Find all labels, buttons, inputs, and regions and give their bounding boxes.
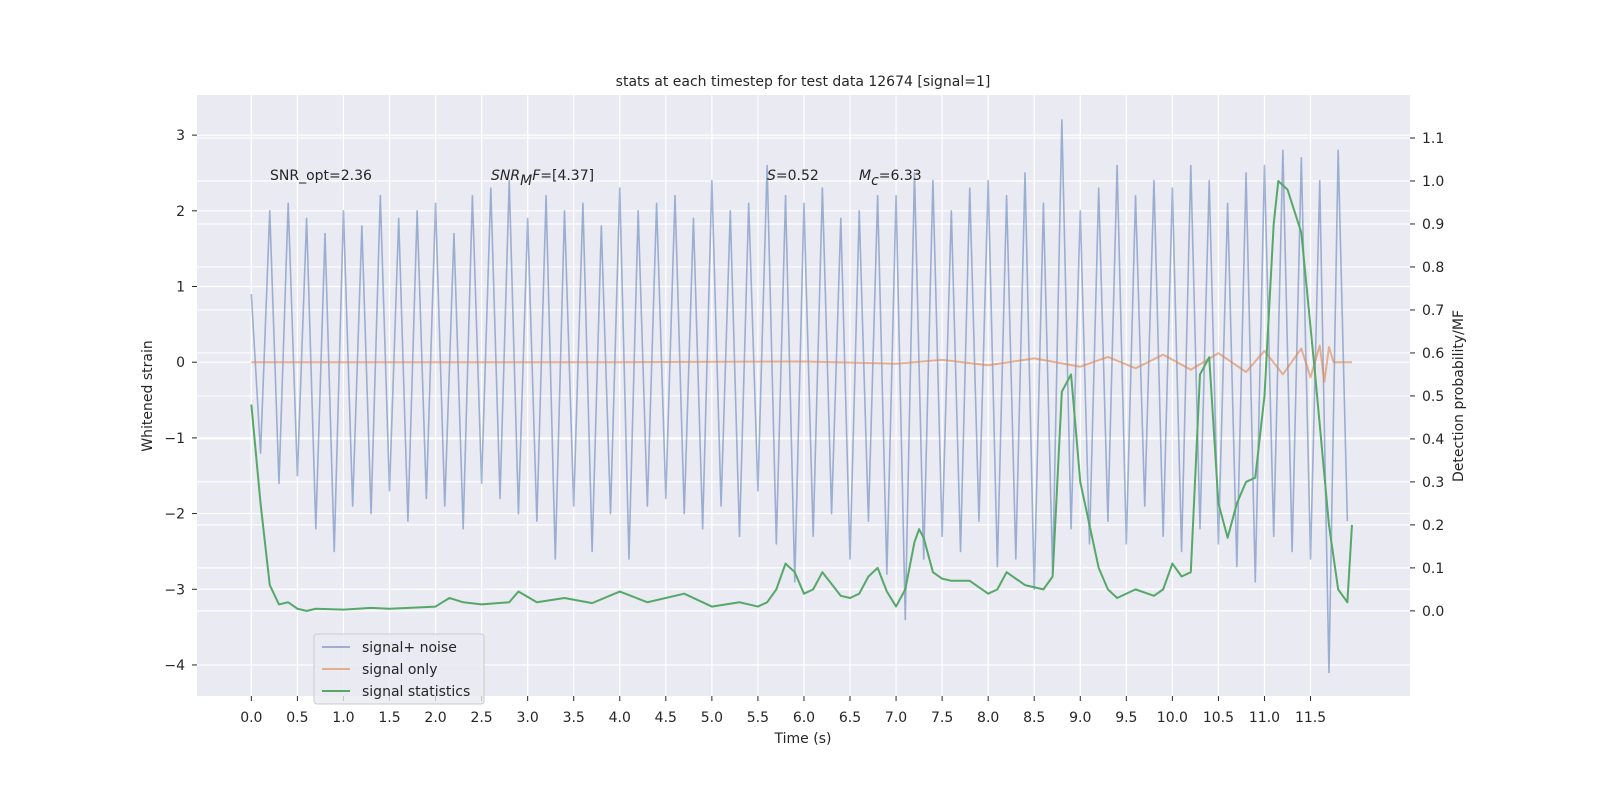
x-tick-label: 2.5 bbox=[470, 710, 492, 726]
x-tick-label: 1.0 bbox=[332, 710, 354, 726]
x-axis-label: Time (s) bbox=[774, 731, 832, 747]
annotation-part: M bbox=[859, 168, 871, 184]
chart-title: stats at each timestep for test data 126… bbox=[616, 74, 991, 90]
x-tick-label: 9.0 bbox=[1069, 710, 1091, 726]
x-tick-label: 1.5 bbox=[378, 710, 400, 726]
x-tick-label: 3.0 bbox=[517, 710, 539, 726]
x-tick-label: 8.5 bbox=[1023, 710, 1045, 726]
x-tick-label: 0.5 bbox=[286, 710, 308, 726]
line-series bbox=[250, 179, 1353, 612]
annotation-part: SNR bbox=[491, 168, 520, 184]
x-tick-label: 5.0 bbox=[701, 710, 723, 726]
y2-tick-label: 0.7 bbox=[1422, 303, 1444, 319]
y2-tick-label: 0.5 bbox=[1422, 389, 1444, 405]
legend-label: signal+ noise bbox=[362, 640, 457, 656]
y-tick-label: −3 bbox=[164, 582, 185, 598]
y2-tick-label: 0.0 bbox=[1422, 604, 1444, 620]
y2-tick-label: 1.1 bbox=[1422, 131, 1444, 147]
x-tick-label: 11.0 bbox=[1249, 710, 1280, 726]
x-tick-label: 10.5 bbox=[1203, 710, 1234, 726]
y2-tick-label: 0.6 bbox=[1422, 346, 1444, 362]
annotation-part: c bbox=[871, 173, 879, 189]
legend-label: signal statistics bbox=[362, 684, 470, 700]
annotation: SNR_opt=2.36 bbox=[270, 168, 372, 184]
x-tick-label: 6.0 bbox=[793, 710, 815, 726]
annotation-part: =6.33 bbox=[879, 168, 922, 184]
y2-tick-label: 0.4 bbox=[1422, 432, 1444, 448]
line-series bbox=[250, 119, 1349, 674]
annotation-part: M bbox=[520, 173, 532, 189]
y-tick-label: 1 bbox=[176, 280, 185, 296]
legend: signal+ noise signal only signal statistic… bbox=[313, 633, 485, 705]
grid bbox=[197, 95, 1410, 696]
y2-tick-label: 0.3 bbox=[1422, 475, 1444, 491]
x-tick-label: 10.0 bbox=[1157, 710, 1188, 726]
y2-tick-label: 1.0 bbox=[1422, 174, 1444, 190]
y2-tick-label: 0.1 bbox=[1422, 561, 1444, 577]
y2-axis-label: Detection probability/MF bbox=[1451, 310, 1467, 482]
y-tick-label: 3 bbox=[176, 128, 185, 144]
annotation-part: =0.52 bbox=[776, 168, 819, 184]
x-tick-label: 3.5 bbox=[563, 710, 585, 726]
annotation: S=0.52 bbox=[767, 168, 819, 184]
annotation: SNRMF=[4.37] bbox=[491, 168, 594, 189]
x-tick-label: 7.0 bbox=[885, 710, 907, 726]
y2-tick-label: 0.2 bbox=[1422, 518, 1444, 534]
x-tick-label: 11.5 bbox=[1295, 710, 1326, 726]
annotation: Mc=6.33 bbox=[859, 168, 922, 189]
y-axis-label: Whitened strain bbox=[140, 340, 156, 451]
annotation-part: F bbox=[532, 168, 541, 184]
x-tick-label: 7.5 bbox=[931, 710, 953, 726]
y-tick-label: 2 bbox=[176, 204, 185, 220]
y2-tick-label: 0.8 bbox=[1422, 260, 1444, 276]
legend-box bbox=[313, 633, 485, 705]
x-tick-label: 6.5 bbox=[839, 710, 861, 726]
y-tick-label: −4 bbox=[164, 658, 185, 674]
y-tick-label: −2 bbox=[164, 507, 185, 523]
x-tick-label: 2.0 bbox=[424, 710, 446, 726]
line-series bbox=[251, 344, 1352, 383]
y-tick-label: −1 bbox=[164, 431, 185, 447]
annotation-part: S bbox=[767, 168, 776, 184]
x-tick-label: 9.5 bbox=[1115, 710, 1137, 726]
x-tick-label: 5.5 bbox=[747, 710, 769, 726]
annotation-part: SNR_opt=2.36 bbox=[270, 168, 372, 184]
x-tick-label: 0.0 bbox=[240, 710, 262, 726]
x-tick-label: 8.0 bbox=[977, 710, 999, 726]
y-tick-label: 0 bbox=[176, 355, 185, 371]
x-tick-label: 4.5 bbox=[655, 710, 677, 726]
annotation-part: =[4.37] bbox=[540, 168, 594, 184]
legend-label: signal only bbox=[362, 662, 437, 678]
x-tick-label: 4.0 bbox=[609, 710, 631, 726]
y2-tick-label: 0.9 bbox=[1422, 217, 1444, 233]
